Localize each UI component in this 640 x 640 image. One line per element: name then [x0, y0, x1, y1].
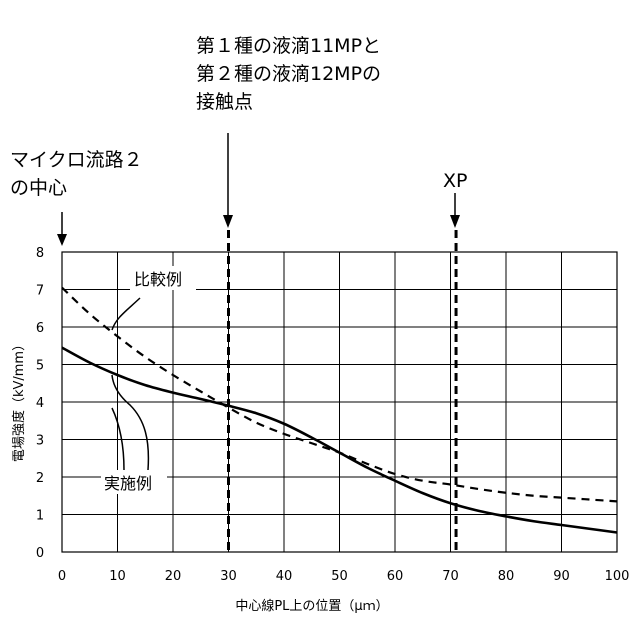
y-tick-label: 0 — [36, 546, 44, 561]
comparative-label: 比較例 — [134, 270, 182, 289]
y-tick-label: 5 — [36, 359, 44, 374]
x-tick-label: 70 — [442, 569, 459, 584]
droplet-contact-label-line-3: 接触点 — [196, 91, 253, 113]
y-tick-label: 7 — [36, 284, 44, 299]
x-tick-label: 10 — [109, 569, 126, 584]
y-tick-label: 3 — [36, 434, 44, 449]
y-tick-label: 1 — [36, 509, 44, 524]
embodiment-label: 実施例 — [104, 474, 152, 493]
y-tick-label: 8 — [36, 246, 44, 261]
x-tick-label: 40 — [276, 569, 293, 584]
y-tick-label: 4 — [36, 396, 44, 411]
x-tick-label: 100 — [605, 569, 630, 584]
droplet-contact-label-line-2: 第２種の液滴12MPの — [196, 63, 381, 85]
xp-label: XP — [443, 170, 467, 192]
x-tick-label: 90 — [553, 569, 570, 584]
x-axis-title: 中心線PL上の位置（μｍ） — [235, 598, 388, 614]
microchannel-center-label-line-2: の中心 — [10, 177, 67, 199]
y-axis-title: 電場強度（kV/mm） — [11, 338, 27, 462]
y-tick-label: 6 — [36, 321, 44, 336]
x-tick-label: 20 — [165, 569, 182, 584]
x-tick-label: 80 — [498, 569, 515, 584]
x-tick-label: 50 — [331, 569, 348, 584]
x-tick-label: 30 — [220, 569, 237, 584]
x-tick-label: 0 — [58, 569, 66, 584]
droplet-contact-label-line-1: 第１種の液滴11MPと — [196, 35, 381, 57]
x-tick-label: 60 — [387, 569, 404, 584]
y-tick-label: 2 — [36, 471, 44, 486]
y-tick-labels: 0 1 2 3 4 5 6 7 8 — [36, 246, 44, 561]
microchannel-center-label-line-1: マイクロ流路２ — [10, 149, 143, 171]
